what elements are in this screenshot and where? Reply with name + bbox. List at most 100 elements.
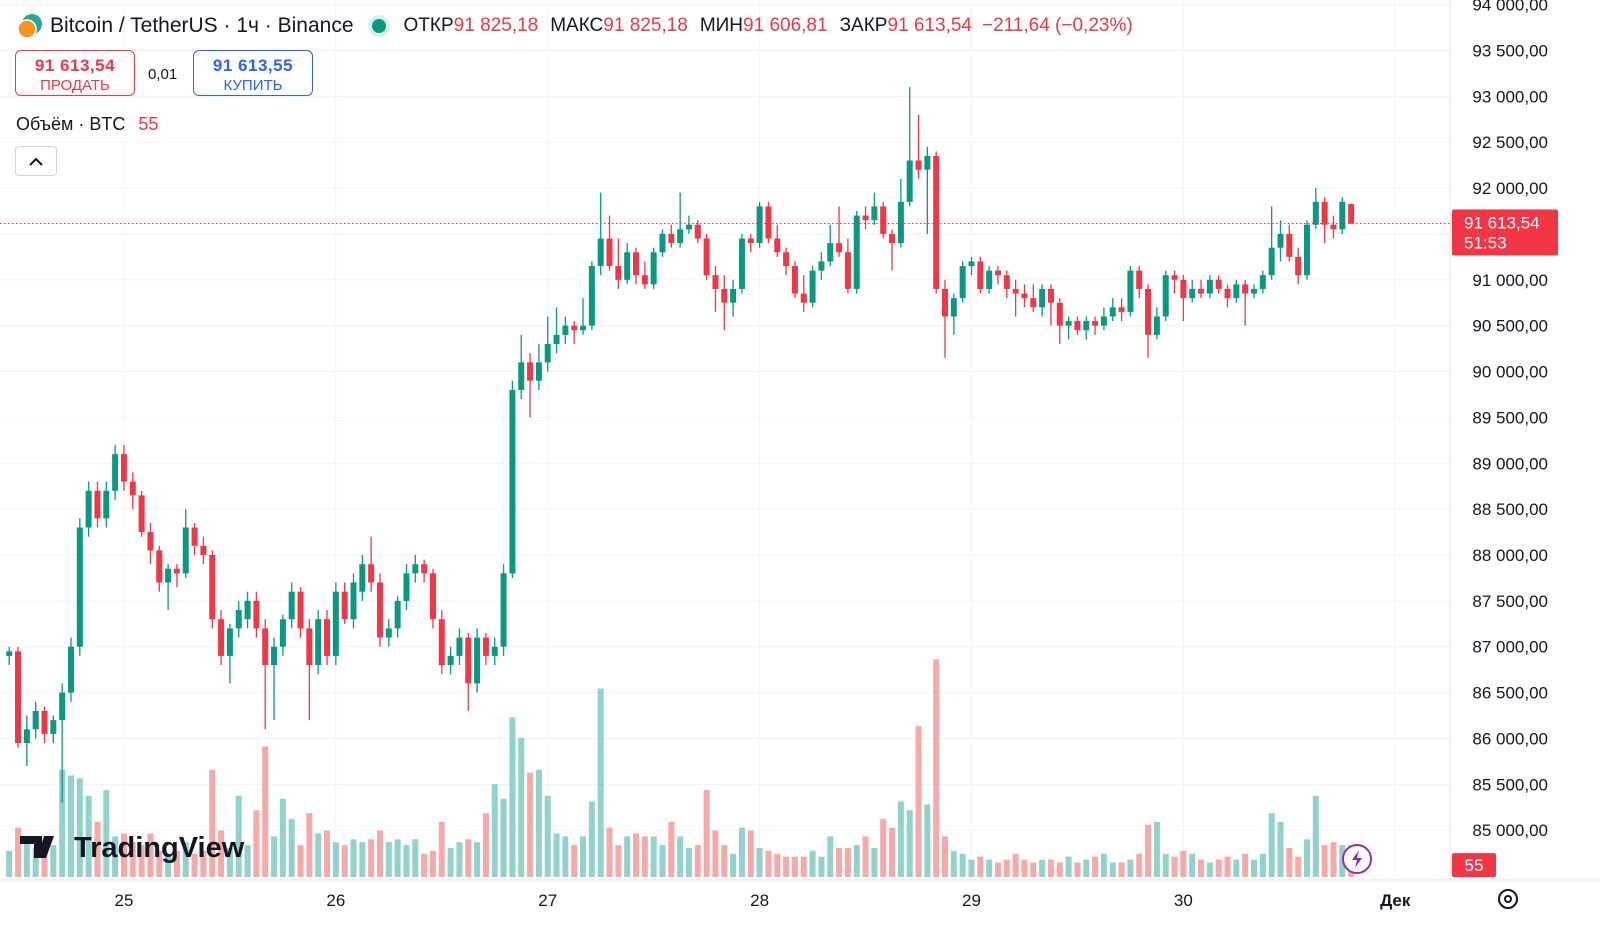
candle-body bbox=[527, 362, 534, 381]
volume-bar bbox=[1127, 859, 1134, 877]
volume-bar bbox=[1162, 853, 1169, 877]
y-tick-label: 88 000,00 bbox=[1472, 546, 1548, 565]
volume-bar bbox=[1286, 848, 1293, 877]
volume-bar bbox=[527, 772, 534, 877]
price-badge-price: 91 613,54 bbox=[1464, 214, 1540, 233]
candle-body bbox=[112, 454, 119, 491]
volume-badge bbox=[1452, 853, 1496, 878]
candle-body bbox=[959, 266, 966, 299]
volume-bar bbox=[50, 845, 57, 877]
candle-body bbox=[880, 206, 887, 234]
candle-body bbox=[447, 655, 454, 666]
candle-body bbox=[509, 389, 516, 574]
volume-bar bbox=[218, 830, 225, 877]
candle-body bbox=[774, 238, 781, 253]
settings-icon[interactable] bbox=[1498, 889, 1518, 909]
candle-body bbox=[791, 266, 798, 294]
ohlc-value: 91 613,54 bbox=[887, 15, 972, 36]
volume-bar bbox=[1189, 853, 1196, 877]
volume-bar bbox=[738, 827, 745, 877]
y-tick-label: 91 000,00 bbox=[1472, 271, 1548, 290]
x-tick-label: 25 bbox=[114, 891, 133, 910]
y-tick-label: 92 500,00 bbox=[1472, 133, 1548, 152]
candle-body bbox=[50, 720, 57, 734]
candle-body bbox=[253, 600, 260, 629]
candle-body bbox=[421, 564, 428, 574]
volume-bar bbox=[474, 842, 481, 877]
y-tick-label: 92 000,00 bbox=[1472, 179, 1548, 198]
candle-body bbox=[332, 591, 339, 656]
ohlc-item: ОТКР91 825,18 bbox=[404, 15, 539, 37]
candle-body bbox=[694, 224, 701, 239]
candle-body bbox=[1215, 279, 1222, 289]
volume-bar bbox=[641, 836, 648, 877]
volume-bar bbox=[41, 839, 48, 877]
candle-body bbox=[942, 288, 949, 317]
candle-body bbox=[668, 233, 675, 244]
candle-body bbox=[226, 628, 233, 656]
gear[interactable] bbox=[1498, 889, 1518, 909]
volume-bar bbox=[491, 784, 498, 877]
y-tick-label: 86 000,00 bbox=[1472, 729, 1548, 748]
volume-bar bbox=[85, 795, 92, 877]
volume-bar bbox=[244, 845, 251, 877]
symbol-title[interactable]: Bitcoin / TetherUS · 1ч · Binance bbox=[50, 14, 354, 37]
candle-body bbox=[588, 266, 595, 326]
candle-body bbox=[1118, 307, 1125, 312]
y-tick-label: 90 000,00 bbox=[1472, 363, 1548, 382]
volume-bar bbox=[191, 853, 198, 877]
header: Bitcoin / TetherUS · 1ч · Binance ОТКР91… bbox=[16, 12, 1133, 40]
candle-body bbox=[23, 729, 30, 744]
ohlc-header: ОТКР91 825,18 МАКС91 825,18 МИН91 606,81 ЗА… bbox=[404, 15, 976, 37]
volume-bar bbox=[279, 798, 286, 877]
buy-button[interactable]: 91 613,55 КУПИТЬ bbox=[193, 50, 313, 96]
candle-body bbox=[1206, 279, 1213, 294]
lightning-icon[interactable] bbox=[1342, 844, 1372, 874]
candle-body bbox=[1251, 288, 1258, 294]
candle-body bbox=[1074, 321, 1081, 331]
y-tick-label: 85 500,00 bbox=[1472, 775, 1548, 794]
sell-button[interactable]: 91 613,54 ПРОДАТЬ bbox=[15, 50, 135, 96]
volume-bar bbox=[933, 659, 940, 877]
volume-bar bbox=[924, 804, 931, 877]
grid bbox=[0, 0, 1450, 880]
candle-body bbox=[518, 362, 525, 390]
candle-body bbox=[218, 619, 225, 656]
volume-bar bbox=[1251, 859, 1258, 877]
candle-body bbox=[836, 243, 843, 253]
volume-bar bbox=[271, 836, 278, 877]
ohlc-value: 91 825,18 bbox=[453, 15, 539, 36]
collapse-button[interactable] bbox=[15, 146, 57, 176]
volume-bar bbox=[1171, 856, 1178, 877]
candle-body bbox=[456, 637, 463, 656]
candle-body bbox=[853, 215, 860, 289]
candle-body bbox=[103, 490, 110, 519]
candle-body bbox=[633, 252, 640, 276]
volume-bar bbox=[509, 717, 516, 877]
volume-bar bbox=[633, 833, 640, 877]
volume-bar bbox=[809, 850, 816, 877]
volume-bar bbox=[1215, 859, 1222, 877]
volume-bar bbox=[783, 856, 790, 877]
volume-bar bbox=[1312, 795, 1319, 877]
volume-bar bbox=[1012, 853, 1019, 877]
volume-bar bbox=[385, 842, 392, 877]
volume-bar bbox=[897, 801, 904, 877]
volume-bar bbox=[173, 850, 180, 877]
candle-body bbox=[59, 692, 66, 721]
candle-body bbox=[809, 270, 816, 303]
ohlc-label: ОТКР bbox=[403, 15, 454, 36]
volume-bar bbox=[544, 795, 551, 877]
candle-body bbox=[15, 651, 22, 744]
candle-body bbox=[1056, 302, 1063, 326]
candle-body bbox=[368, 564, 375, 583]
volume-bar bbox=[456, 842, 463, 877]
candle-body bbox=[500, 573, 507, 647]
candle-body bbox=[1030, 298, 1037, 308]
candle-body bbox=[438, 619, 445, 666]
volume-bar bbox=[1056, 862, 1063, 877]
candle-body bbox=[32, 710, 39, 730]
volume-bar bbox=[1277, 821, 1284, 877]
volume-bar bbox=[588, 801, 595, 877]
